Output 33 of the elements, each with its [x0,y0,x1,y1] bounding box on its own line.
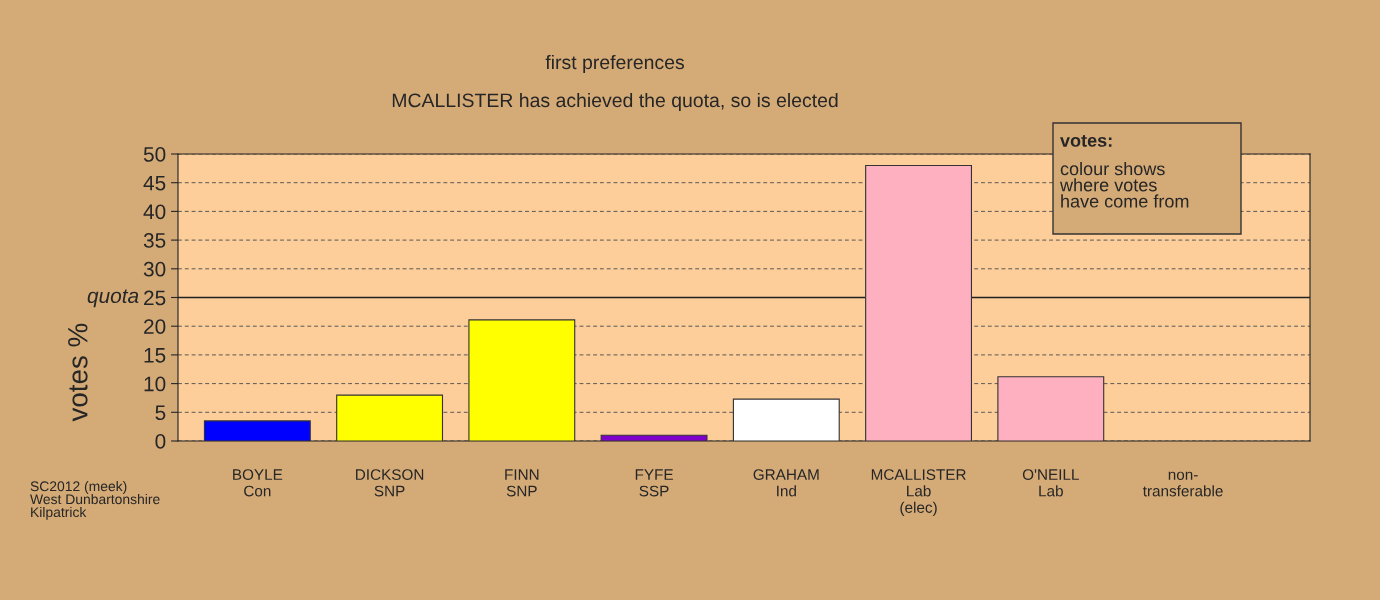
x-tick-label: BOYLE Con [233,469,283,497]
x-tick-label: non- transferable [1142,471,1223,497]
bar [203,420,311,441]
x-tick-label: GRAHAM Ind [753,469,819,497]
x-tick-label: FYFE SSP [635,469,673,497]
y-tick-label: 30 [143,261,166,277]
x-tick-label: MCALLISTER Lab (elec) [871,469,966,516]
y-tick-label: 45 [143,175,166,191]
chart-subtitle: MCALLISTER has achieved the quota, so is elected [392,92,838,112]
x-tick-label: DICKSON SNP [356,469,424,497]
bar [732,398,840,441]
x-tick-label: O'NEILL Lab [1022,469,1079,497]
y-tick-label: 0 [155,434,166,449]
bar [468,319,576,441]
y-tick-label: 5 [155,405,166,421]
text: votes: [1060,134,1112,147]
y-tick-label: 25 [144,290,166,306]
y-axis-title: votes % [68,323,88,422]
ref-line-label: quota [87,289,139,308]
y-tick-label: 15 [144,348,166,363]
bar [865,164,973,441]
bar [997,376,1105,441]
y-tick-label: 50 [143,147,166,162]
y-tick-label: 20 [144,319,166,334]
bar [600,434,708,441]
text: SC2012 (meek) West Dunbartonshire Kilpatrick [30,481,160,520]
chart-title: first preferences [545,54,685,74]
y-tick-label: 35 [143,233,166,248]
bar [336,394,444,441]
y-tick-label: 10 [144,376,166,392]
annotation: colour shows where votes have come from [1059,162,1189,208]
y-tick-label: 40 [143,204,166,220]
x-tick-label: FINN SNP [505,469,539,497]
